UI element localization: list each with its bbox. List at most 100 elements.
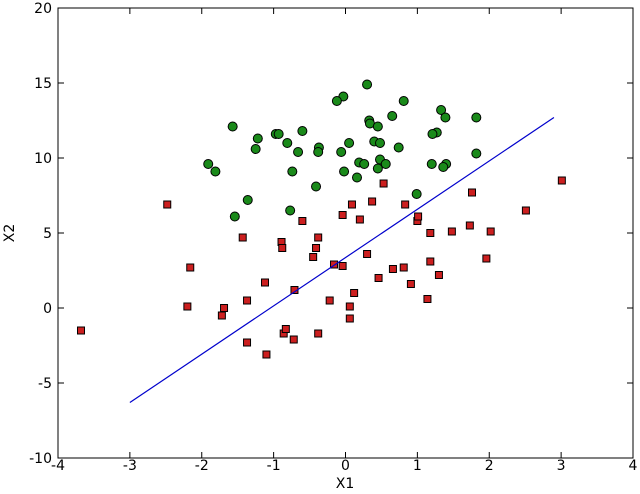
square-point [163, 200, 172, 209]
circle-point [203, 159, 214, 169]
square-point [482, 254, 491, 263]
square-point [414, 212, 423, 221]
circle-point [282, 138, 293, 148]
square-point [426, 257, 435, 266]
square-point [330, 260, 338, 269]
square-point [338, 262, 347, 270]
x-tick-label: 2 [485, 458, 494, 474]
circle-point [471, 148, 482, 159]
circle-point [440, 112, 451, 123]
square-point [220, 304, 229, 312]
plot-area [57, 7, 634, 459]
circle-point [336, 147, 347, 157]
y-tick-label: -5 [38, 376, 52, 392]
square-point [406, 280, 415, 288]
square-point [423, 295, 432, 303]
square-point [465, 221, 474, 230]
square-point [486, 227, 495, 236]
y-tick-label: 5 [43, 226, 52, 242]
square-point [186, 263, 195, 272]
circle-point [344, 138, 355, 148]
square-point [401, 200, 410, 209]
circle-point [313, 147, 324, 157]
square-point [374, 274, 383, 282]
square-point [345, 314, 354, 323]
square-point [243, 296, 252, 305]
x-tick-label: -3 [123, 458, 137, 474]
circle-point [339, 166, 350, 177]
square-point [447, 227, 456, 236]
y-axis-label: X2 [2, 224, 18, 243]
circle-point [297, 126, 308, 136]
circle-point [293, 147, 304, 157]
square-point [183, 302, 192, 311]
square-point [289, 335, 298, 344]
circle-point [372, 121, 383, 132]
y-tick-label: 15 [34, 76, 52, 92]
square-point [521, 206, 530, 215]
circle-point [398, 96, 409, 106]
x-tick-label: 1 [413, 458, 422, 474]
square-point [238, 233, 247, 242]
square-point [281, 325, 290, 333]
square-point [368, 197, 377, 206]
circle-point [331, 96, 342, 106]
circle-point [427, 129, 438, 139]
x-tick-label: 3 [557, 458, 566, 474]
square-point [298, 217, 307, 225]
circle-point [273, 129, 284, 139]
x-axis-label: X1 [336, 476, 355, 492]
circle-point [362, 79, 373, 90]
square-point [399, 263, 408, 272]
circle-point [380, 159, 391, 169]
square-point [468, 188, 476, 197]
circle-point [393, 142, 404, 153]
circle-point [311, 181, 322, 192]
square-point [388, 265, 397, 273]
square-point [426, 229, 435, 237]
square-point [314, 329, 323, 338]
x-tick-label: -4 [51, 458, 65, 474]
square-point [314, 233, 323, 242]
circle-point [242, 195, 253, 205]
square-point [557, 176, 566, 185]
y-tick-label: -10 [29, 451, 52, 467]
circle-point [411, 189, 422, 199]
circle-point [438, 162, 449, 172]
circle-point [285, 205, 296, 216]
circle-point [372, 163, 383, 174]
square-point [309, 253, 318, 261]
square-point [379, 179, 388, 188]
x-tick-label: 0 [341, 458, 350, 474]
circle-point [375, 138, 385, 148]
square-point [338, 211, 347, 219]
square-point [261, 278, 269, 287]
square-point [347, 200, 356, 209]
square-point [363, 250, 372, 258]
regression-line [129, 117, 555, 403]
circle-point [229, 211, 240, 222]
circle-point [252, 133, 263, 144]
circle-point [387, 111, 398, 121]
square-point [262, 350, 271, 359]
circle-point [287, 166, 298, 177]
square-point [278, 244, 287, 252]
circle-point [426, 159, 437, 169]
square-point [345, 302, 354, 311]
square-point [243, 338, 252, 347]
circle-point [436, 105, 447, 115]
x-tick-label: 4 [629, 458, 638, 474]
x-tick-label: -1 [267, 458, 281, 474]
square-point [355, 215, 364, 224]
square-point [350, 289, 359, 297]
square-point [325, 296, 334, 305]
square-point [434, 271, 443, 279]
x-tick-label: -2 [195, 458, 209, 474]
square-point [217, 311, 226, 320]
y-tick-label: 10 [34, 151, 52, 167]
square-point [312, 244, 321, 252]
circle-point [359, 159, 370, 169]
square-point [77, 326, 85, 335]
y-tick-label: 0 [43, 301, 52, 317]
